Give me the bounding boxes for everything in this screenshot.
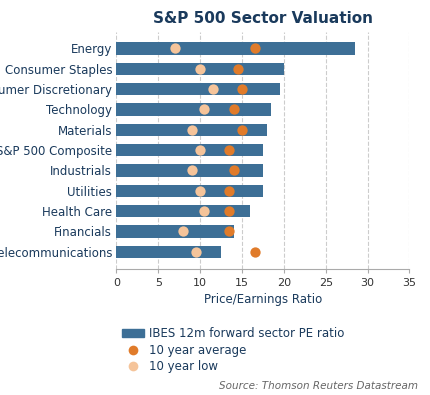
Point	[200, 106, 207, 113]
Point	[196, 147, 203, 153]
Bar	[116, 42, 354, 55]
Point	[209, 86, 215, 92]
Text: Source: Thomson Reuters Datastream: Source: Thomson Reuters Datastream	[218, 381, 417, 391]
Point	[225, 147, 232, 153]
X-axis label: Price/Earnings Ratio: Price/Earnings Ratio	[203, 293, 321, 306]
Point	[230, 167, 236, 173]
Point	[188, 127, 195, 133]
Point	[225, 208, 232, 214]
Point	[196, 188, 203, 194]
Title: S&P 500 Sector Valuation: S&P 500 Sector Valuation	[153, 11, 372, 26]
Bar	[116, 225, 233, 237]
Point	[230, 106, 236, 113]
Point	[192, 248, 199, 255]
Point	[225, 228, 232, 235]
Point	[171, 45, 178, 52]
Point	[200, 208, 207, 214]
Point	[238, 127, 245, 133]
Bar	[116, 63, 283, 75]
Point	[188, 167, 195, 173]
Bar	[116, 205, 250, 217]
Point	[234, 66, 241, 72]
Point	[251, 248, 258, 255]
Point	[251, 45, 258, 52]
Point	[179, 228, 186, 235]
Point	[238, 86, 245, 92]
Bar	[116, 246, 221, 258]
Bar	[116, 184, 262, 197]
Bar	[116, 164, 262, 177]
Bar	[116, 124, 267, 136]
Point	[196, 66, 203, 72]
Bar	[116, 83, 279, 95]
Legend: IBES 12m forward sector PE ratio, 10 year average, 10 year low: IBES 12m forward sector PE ratio, 10 yea…	[122, 327, 344, 373]
Point	[225, 188, 232, 194]
Bar	[116, 103, 270, 116]
Bar	[116, 144, 262, 156]
